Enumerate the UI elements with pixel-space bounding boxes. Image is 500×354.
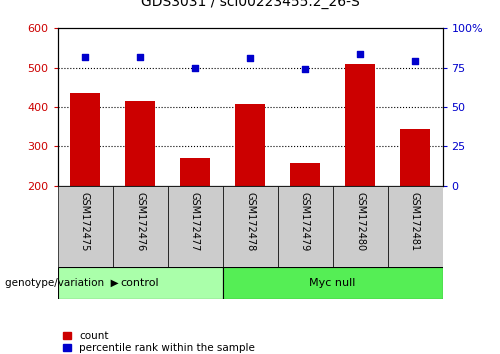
Text: GSM172478: GSM172478 xyxy=(245,192,255,251)
Bar xyxy=(400,129,430,186)
Text: GSM172476: GSM172476 xyxy=(135,192,145,251)
Text: genotype/variation  ▶: genotype/variation ▶ xyxy=(5,278,118,288)
Bar xyxy=(345,64,375,186)
Text: GSM172481: GSM172481 xyxy=(410,192,420,251)
Point xyxy=(301,67,309,72)
Text: GSM172480: GSM172480 xyxy=(355,192,365,251)
Bar xyxy=(290,163,320,186)
Bar xyxy=(70,93,100,186)
Text: GSM172477: GSM172477 xyxy=(190,192,200,251)
Point xyxy=(136,54,144,59)
Point xyxy=(81,54,89,59)
Point xyxy=(246,56,254,61)
Bar xyxy=(180,158,210,186)
Bar xyxy=(58,186,112,267)
Bar xyxy=(278,186,332,267)
Text: GSM172479: GSM172479 xyxy=(300,192,310,251)
Bar xyxy=(112,186,168,267)
Point xyxy=(411,58,419,64)
Bar xyxy=(222,267,442,299)
Legend: count, percentile rank within the sample: count, percentile rank within the sample xyxy=(62,331,256,353)
Point xyxy=(191,65,199,70)
Bar xyxy=(168,186,222,267)
Bar xyxy=(388,186,442,267)
Bar xyxy=(222,186,278,267)
Bar xyxy=(125,101,155,186)
Text: GDS3031 / scl00223455.2_26-S: GDS3031 / scl00223455.2_26-S xyxy=(140,0,360,9)
Point xyxy=(356,51,364,56)
Bar xyxy=(235,104,265,186)
Text: GSM172475: GSM172475 xyxy=(80,192,90,251)
Text: control: control xyxy=(120,278,160,288)
Bar xyxy=(332,186,388,267)
Bar xyxy=(58,267,222,299)
Text: Myc null: Myc null xyxy=(310,278,356,288)
